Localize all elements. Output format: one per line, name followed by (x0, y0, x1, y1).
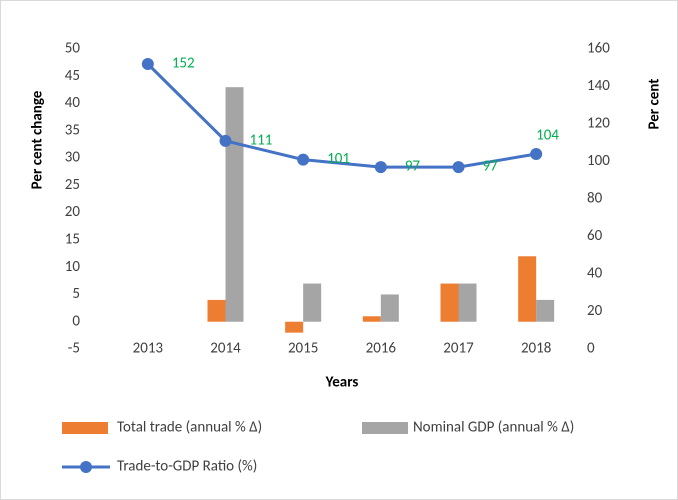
marker (141, 58, 154, 70)
bar (303, 283, 322, 322)
marker (297, 153, 310, 166)
x-tick-label: 2013 (133, 340, 164, 358)
legend-marker (80, 461, 92, 473)
data-label: 104 (536, 127, 559, 145)
y-tick-label: -5 (68, 340, 80, 358)
data-label: 101 (327, 150, 350, 168)
y-tick-label: 25 (65, 176, 80, 194)
y2-tick-label: 60 (587, 227, 603, 245)
y2-tick-label: 0 (587, 340, 595, 358)
y2-tick-label: 40 (587, 265, 603, 283)
y2-tick-label: 120 (587, 115, 610, 133)
y2-tick-label: 100 (587, 152, 610, 170)
line (146, 62, 537, 169)
bar (380, 294, 399, 322)
legend-label: Trade-to-GDP Ratio (%) (117, 458, 257, 476)
bar (518, 256, 537, 322)
marker (219, 134, 232, 147)
y-axis-title: Per cent change (29, 90, 47, 189)
x-tick-label: 2018 (521, 340, 551, 358)
x-tick-label: 2016 (366, 340, 397, 358)
legend-swatch (362, 422, 408, 434)
legend-swatch (62, 422, 108, 434)
y-tick-label: 20 (65, 203, 81, 221)
y-tick-label: 45 (65, 67, 80, 85)
data-label: 152 (172, 55, 195, 73)
y2-axis-title: Per cent (646, 79, 664, 130)
data-label: 97 (405, 158, 421, 176)
y2-tick-label: 80 (587, 190, 603, 208)
marker (530, 148, 543, 160)
marker (452, 161, 465, 174)
x-axis-title: Years (325, 374, 359, 392)
bar (207, 299, 226, 322)
y-tick-label: 10 (65, 258, 81, 276)
bar (285, 321, 304, 333)
y-tick-label: 0 (72, 312, 80, 330)
y-tick-label: 35 (65, 121, 80, 139)
y-tick-label: 50 (65, 40, 81, 58)
y2-tick-label: 160 (587, 40, 610, 58)
y-tick-label: 5 (72, 285, 80, 303)
y-tick-label: 40 (65, 94, 81, 112)
legend-label: Nominal GDP (annual % Δ) (413, 419, 574, 437)
bar (440, 283, 459, 322)
marker (374, 161, 387, 174)
data-label: 97 (483, 158, 499, 176)
bar (362, 316, 381, 322)
bar (458, 283, 477, 322)
x-tick-label: 2015 (288, 340, 318, 358)
legend-label: Total trade (annual % Δ) (117, 419, 262, 437)
y-tick-label: 30 (65, 149, 81, 167)
x-tick-label: 2014 (210, 340, 241, 358)
bar (225, 87, 244, 322)
y2-tick-label: 140 (587, 77, 610, 95)
y-tick-label: 15 (65, 230, 80, 248)
bar (536, 299, 555, 322)
data-label: 111 (250, 131, 273, 149)
y2-tick-label: 20 (587, 302, 603, 320)
x-tick-label: 2017 (443, 340, 474, 358)
